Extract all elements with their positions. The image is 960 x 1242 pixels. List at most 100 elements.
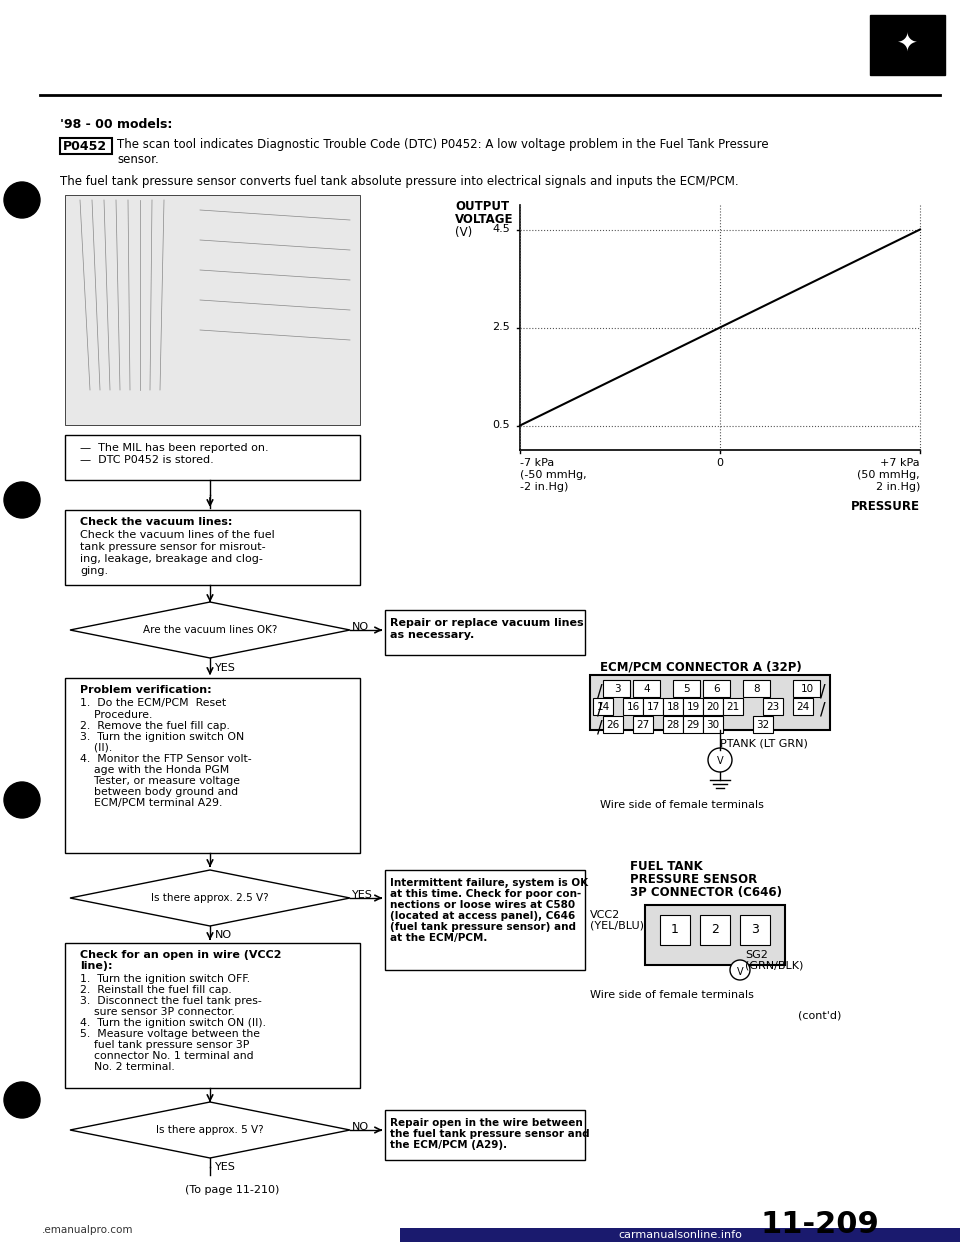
Text: 3P CONNECTOR (C646): 3P CONNECTOR (C646) [630,886,782,899]
Text: 3: 3 [613,684,620,694]
Circle shape [4,1082,40,1118]
Text: ✦: ✦ [897,34,918,57]
Text: 3: 3 [751,923,759,936]
Bar [603,715,623,733]
Text: (V): (V) [455,226,472,238]
Text: (II).: (II). [80,743,112,753]
Text: (cont'd): (cont'd) [799,1010,842,1020]
Text: 1: 1 [671,923,679,936]
Bar [633,715,653,733]
Bar [643,698,663,715]
Text: P0452: P0452 [63,140,108,153]
Text: 30: 30 [707,720,720,730]
Text: Is there approx. 2.5 V?: Is there approx. 2.5 V? [151,893,269,903]
Text: ing, leakage, breakage and clog-: ing, leakage, breakage and clog- [80,554,263,564]
Text: 29: 29 [686,720,700,730]
Text: Problem verification:: Problem verification: [80,686,211,696]
Text: Are the vacuum lines OK?: Are the vacuum lines OK? [143,625,277,635]
Text: 20: 20 [707,702,720,712]
Text: VOLTAGE: VOLTAGE [455,212,514,226]
Bar [753,715,773,733]
Text: FUEL TANK: FUEL TANK [630,859,703,873]
Text: YES: YES [352,891,372,900]
Text: 27: 27 [636,720,650,730]
Text: /: / [597,700,603,718]
Text: as necessary.: as necessary. [390,630,474,640]
Polygon shape [70,602,350,658]
Text: 10: 10 [801,684,813,694]
Text: 3.  Disconnect the fuel tank pres-: 3. Disconnect the fuel tank pres- [80,996,262,1006]
Text: 14: 14 [596,702,610,712]
Polygon shape [70,1102,350,1158]
Text: Wire side of female terminals: Wire side of female terminals [600,800,764,810]
Polygon shape [70,869,350,927]
Text: -2 in.Hg): -2 in.Hg) [520,482,568,492]
Text: at this time. Check for poor con-: at this time. Check for poor con- [390,889,581,899]
Bar [683,698,703,715]
Text: Check the vacuum lines:: Check the vacuum lines: [80,517,232,527]
Text: 16: 16 [626,702,639,712]
Bar [593,698,613,715]
Text: 2: 2 [711,923,719,936]
Text: 18: 18 [666,702,680,712]
Text: Repair open in the wire between: Repair open in the wire between [390,1118,583,1128]
Text: PTANK (LT GRN): PTANK (LT GRN) [720,738,808,748]
Text: .emanualpro.com: .emanualpro.com [42,1225,133,1235]
Text: connector No. 1 terminal and: connector No. 1 terminal and [80,1051,253,1061]
Text: ECM/PCM CONNECTOR A (32P): ECM/PCM CONNECTOR A (32P) [600,660,802,673]
Text: ging.: ging. [80,566,108,576]
Bar [603,681,630,697]
Text: —  DTC P0452 is stored.: — DTC P0452 is stored. [80,455,214,465]
Bar [623,698,643,715]
Bar [385,610,585,655]
Bar [65,943,360,1088]
Text: (-50 mmHg,: (-50 mmHg, [520,469,587,479]
Text: +7 kPa: +7 kPa [880,458,920,468]
Text: (GRN/BLK): (GRN/BLK) [745,961,804,971]
Text: Is there approx. 5 V?: Is there approx. 5 V? [156,1125,264,1135]
Text: 24: 24 [797,702,809,712]
Text: NO: NO [352,622,370,632]
Text: ECM/PCM terminal A29.: ECM/PCM terminal A29. [80,799,223,809]
Bar [870,15,945,75]
Circle shape [4,183,40,219]
Text: V: V [717,756,723,766]
Text: 26: 26 [607,720,619,730]
Text: 21: 21 [727,702,739,712]
Bar [590,674,830,730]
Text: 2.5: 2.5 [492,323,510,333]
Text: 5.  Measure voltage between the: 5. Measure voltage between the [80,1030,260,1040]
Text: at the ECM/PCM.: at the ECM/PCM. [390,933,488,943]
Bar [60,138,112,154]
Text: Check for an open in wire (VCC2: Check for an open in wire (VCC2 [80,950,281,960]
Text: Intermittent failure, system is OK: Intermittent failure, system is OK [390,878,588,888]
Bar [400,1228,960,1242]
Text: 8: 8 [754,684,760,694]
Text: sure sensor 3P connector.: sure sensor 3P connector. [80,1007,235,1017]
Bar [0,0,30,1242]
Text: -7 kPa: -7 kPa [520,458,554,468]
Text: 0.5: 0.5 [492,421,510,431]
Text: 4.5: 4.5 [492,225,510,235]
Text: carmanualsonline.info: carmanualsonline.info [618,1230,742,1240]
Text: /: / [820,700,826,718]
Text: Wire side of female terminals: Wire side of female terminals [590,990,754,1000]
Text: NO: NO [352,1122,370,1131]
Text: 19: 19 [686,702,700,712]
Text: /: / [597,718,603,737]
Bar [385,1110,585,1160]
Bar [793,681,820,697]
Text: Repair or replace vacuum lines: Repair or replace vacuum lines [390,619,584,628]
Text: NO: NO [215,930,232,940]
Bar [743,681,770,697]
Bar [793,698,813,715]
Text: (To page 11-210): (To page 11-210) [185,1185,279,1195]
Bar [65,435,360,479]
Text: YES: YES [215,1163,236,1172]
Text: No. 2 terminal.: No. 2 terminal. [80,1062,175,1072]
Bar [723,698,743,715]
Text: 2 in.Hg): 2 in.Hg) [876,482,920,492]
Text: the fuel tank pressure sensor and: the fuel tank pressure sensor and [390,1129,589,1139]
Bar [663,698,683,715]
Circle shape [4,482,40,518]
